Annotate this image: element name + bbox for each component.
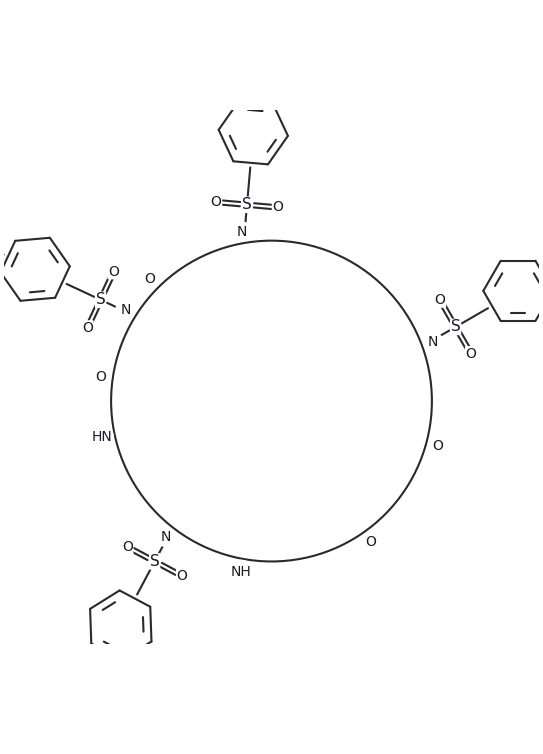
Text: O: O: [82, 321, 93, 335]
Circle shape: [232, 222, 251, 241]
Text: O: O: [211, 195, 222, 209]
Text: O: O: [434, 293, 445, 307]
Text: O: O: [365, 535, 376, 549]
Text: O: O: [96, 370, 106, 384]
Text: N: N: [121, 303, 131, 317]
Text: S: S: [96, 293, 105, 308]
Circle shape: [361, 532, 380, 552]
Circle shape: [428, 436, 447, 455]
Circle shape: [424, 333, 443, 352]
Text: O: O: [144, 272, 155, 287]
Text: O: O: [176, 569, 187, 583]
Text: N: N: [236, 225, 247, 238]
Text: S: S: [451, 320, 460, 335]
Text: N: N: [428, 336, 438, 349]
Circle shape: [90, 425, 113, 449]
Text: HN: HN: [91, 431, 112, 444]
Circle shape: [91, 367, 111, 387]
Text: N: N: [160, 530, 171, 544]
Text: O: O: [273, 201, 283, 214]
Circle shape: [116, 300, 135, 320]
Circle shape: [140, 270, 160, 289]
Text: O: O: [432, 439, 443, 452]
Text: O: O: [122, 540, 132, 554]
Text: O: O: [108, 265, 119, 279]
Circle shape: [156, 527, 175, 547]
Text: NH: NH: [231, 566, 252, 579]
Circle shape: [230, 560, 253, 584]
Text: O: O: [466, 347, 477, 361]
Text: S: S: [242, 198, 252, 212]
Text: S: S: [150, 554, 160, 569]
